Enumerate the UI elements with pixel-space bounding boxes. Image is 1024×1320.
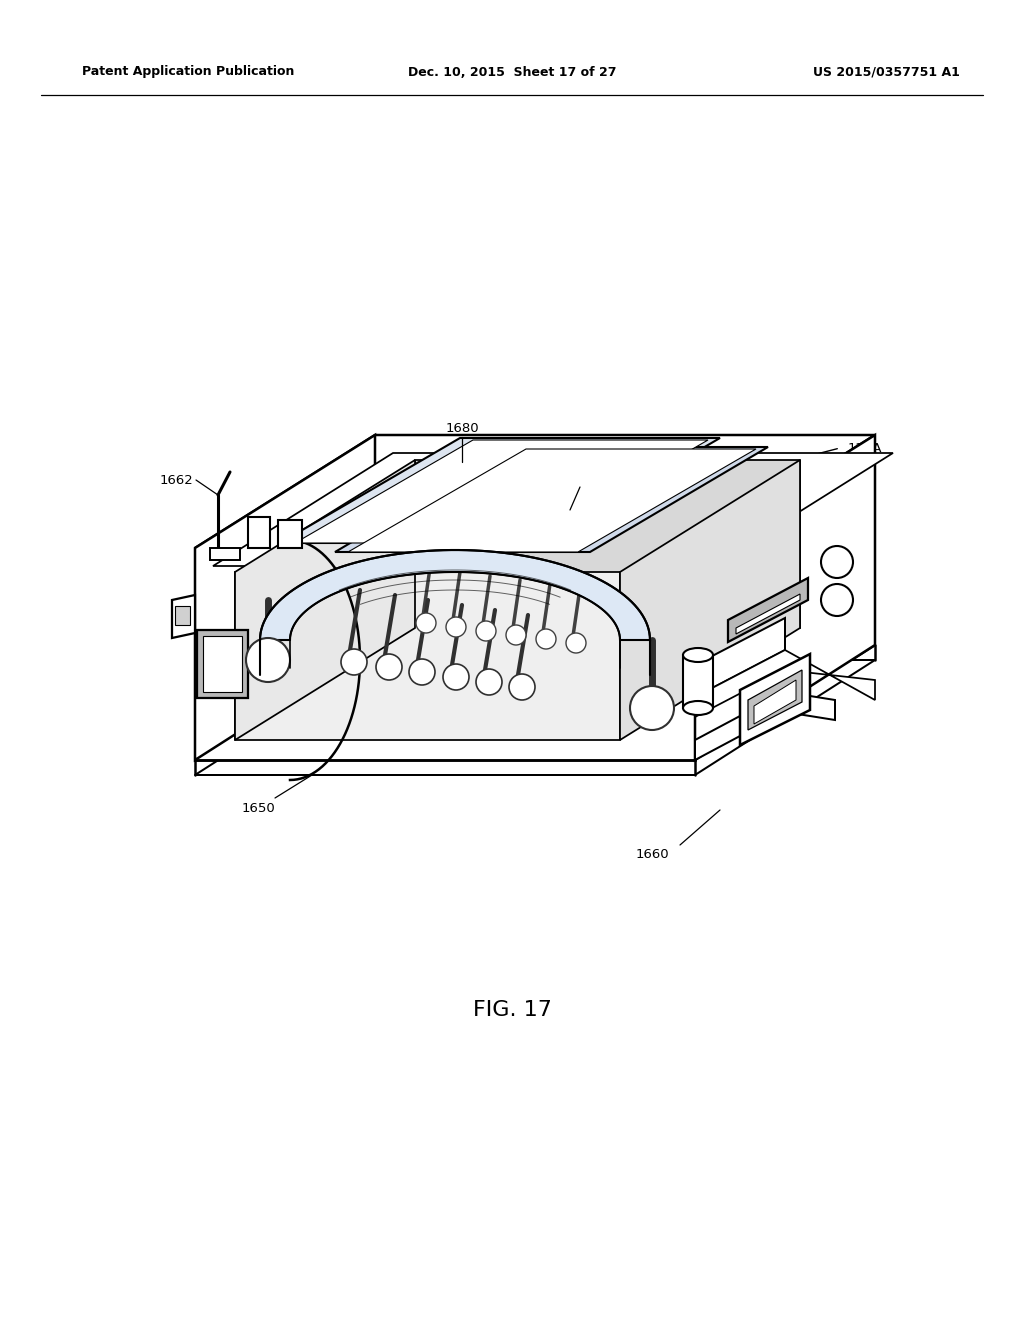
Text: 120A: 120A (848, 441, 883, 454)
Circle shape (409, 659, 435, 685)
Text: US 2015/0357751 A1: US 2015/0357751 A1 (813, 66, 961, 78)
Polygon shape (695, 692, 835, 760)
Polygon shape (203, 636, 242, 692)
Polygon shape (280, 438, 720, 543)
Polygon shape (195, 548, 695, 760)
Text: Patent Application Publication: Patent Application Publication (82, 66, 294, 78)
Polygon shape (195, 645, 874, 760)
Polygon shape (195, 436, 375, 760)
Polygon shape (736, 594, 800, 634)
Polygon shape (748, 671, 802, 730)
Polygon shape (728, 578, 808, 642)
Circle shape (630, 686, 674, 730)
Polygon shape (260, 550, 650, 640)
Polygon shape (278, 520, 302, 548)
Polygon shape (620, 459, 800, 741)
Circle shape (341, 649, 367, 675)
Circle shape (506, 624, 526, 645)
Ellipse shape (683, 701, 713, 715)
Polygon shape (695, 436, 874, 760)
Polygon shape (195, 436, 874, 548)
Text: 1680: 1680 (445, 421, 479, 434)
Polygon shape (248, 517, 270, 548)
Polygon shape (210, 548, 240, 560)
Circle shape (416, 612, 436, 634)
Circle shape (509, 675, 535, 700)
Text: 1650: 1650 (241, 801, 274, 814)
Text: Dec. 10, 2015  Sheet 17 of 27: Dec. 10, 2015 Sheet 17 of 27 (408, 66, 616, 78)
Circle shape (246, 638, 290, 682)
Text: 1678: 1678 (563, 471, 597, 484)
Polygon shape (195, 660, 874, 775)
Circle shape (476, 669, 502, 696)
Polygon shape (295, 440, 708, 543)
Circle shape (446, 616, 466, 638)
Polygon shape (234, 459, 415, 741)
Polygon shape (695, 649, 874, 717)
Text: 1662: 1662 (160, 474, 193, 487)
Circle shape (443, 664, 469, 690)
Polygon shape (175, 606, 190, 624)
Text: FIG. 17: FIG. 17 (472, 1001, 552, 1020)
Text: 1660: 1660 (635, 849, 669, 862)
Circle shape (821, 583, 853, 616)
Circle shape (536, 630, 556, 649)
Circle shape (566, 634, 586, 653)
Polygon shape (683, 655, 713, 708)
Polygon shape (234, 572, 620, 741)
Polygon shape (740, 653, 810, 744)
Polygon shape (695, 618, 785, 697)
Polygon shape (213, 453, 893, 566)
Polygon shape (415, 459, 800, 628)
Polygon shape (335, 447, 768, 552)
Circle shape (476, 620, 496, 642)
Polygon shape (754, 680, 796, 723)
Polygon shape (197, 630, 248, 698)
Ellipse shape (683, 648, 713, 663)
Polygon shape (172, 595, 195, 638)
Circle shape (821, 546, 853, 578)
Circle shape (376, 653, 402, 680)
Polygon shape (348, 449, 756, 552)
